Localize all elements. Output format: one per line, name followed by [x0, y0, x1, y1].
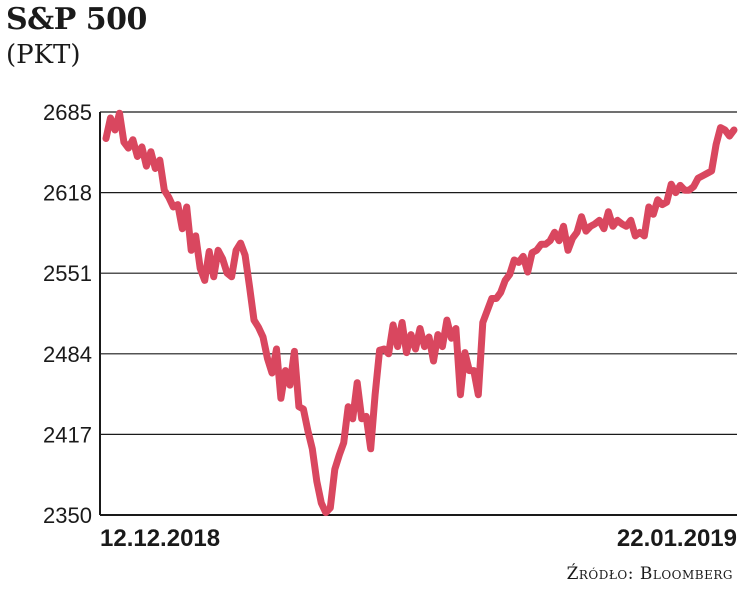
y-axis-ticks: 2685 2618 2551 2484 2417 2350 [43, 100, 92, 528]
line-chart: 2685 2618 2551 2484 2417 2350 12.12.2018 22.01… [43, 100, 738, 552]
y-tick-label: 2350 [43, 503, 92, 528]
y-tick-label: 2484 [43, 342, 92, 367]
y-tick-label: 2417 [43, 422, 92, 447]
chart-unit-label: (PKT) [6, 40, 81, 70]
y-tick-label: 2551 [43, 261, 92, 286]
x-tick-label: 12.12.2018 [100, 525, 220, 552]
gridlines [100, 111, 737, 435]
y-tick-label: 2618 [43, 181, 92, 206]
x-tick-label: 22.01.2019 [617, 525, 737, 552]
y-tick-label: 2685 [43, 100, 92, 125]
source-note: Źródło: Bloomberg [566, 564, 733, 584]
series-line [102, 109, 738, 517]
x-axis-ticks: 12.12.2018 22.01.2019 [100, 525, 737, 552]
chart-title: S&P 500 [6, 2, 147, 37]
